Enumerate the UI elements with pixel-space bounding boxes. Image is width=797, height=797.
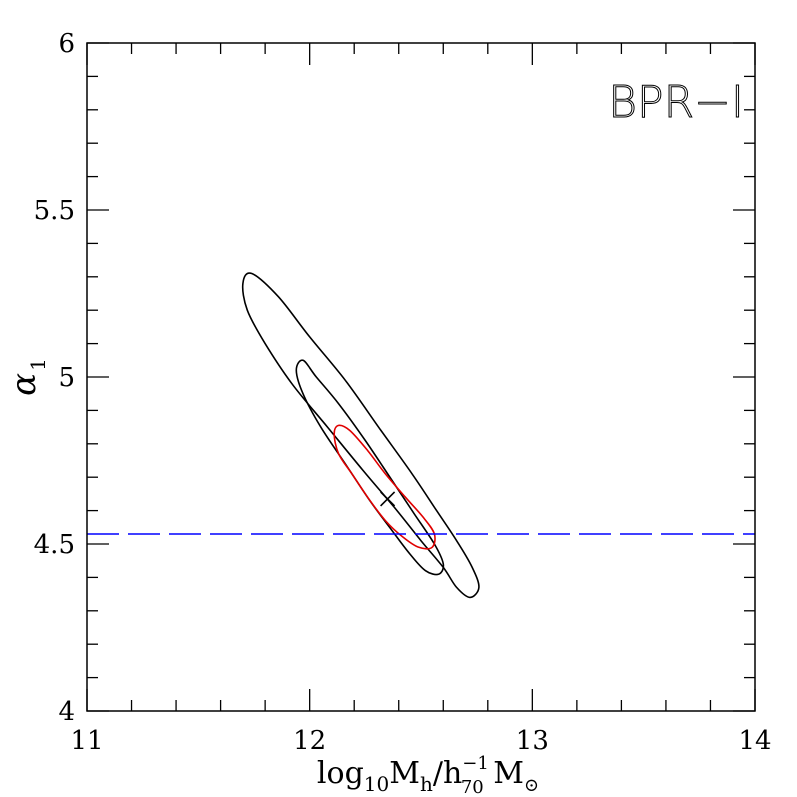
panel-annotation: BPR−I: [608, 77, 744, 128]
x-tick-label: 12: [293, 726, 326, 756]
y-axis-label: α1: [4, 358, 50, 396]
tick-labels: 11 12 13 14 4 4.5 5 5.5 6: [34, 29, 772, 756]
best-fit-marker: [380, 491, 396, 507]
y-tick-label: 5.5: [34, 196, 75, 226]
best-fit-group: [380, 491, 396, 507]
x-tick-label: 14: [738, 726, 771, 756]
x-tick-label: 13: [516, 726, 549, 756]
y-tick-label: 5: [58, 363, 75, 393]
y-tick-label: 6: [58, 29, 75, 59]
contour-middle: [295, 359, 445, 576]
contour-inner: [333, 424, 436, 550]
y-tick-label: 4: [58, 697, 75, 727]
plot-frame: [86, 42, 756, 712]
x-tick-label: 11: [70, 726, 103, 756]
axis-ticks: [86, 42, 756, 712]
confidence-contours: [241, 272, 480, 599]
y-tick-label: 4.5: [34, 530, 75, 560]
x-axis-label: log10Mh/h−1 70 M⊙: [317, 753, 539, 797]
contour-outer: [241, 272, 480, 599]
